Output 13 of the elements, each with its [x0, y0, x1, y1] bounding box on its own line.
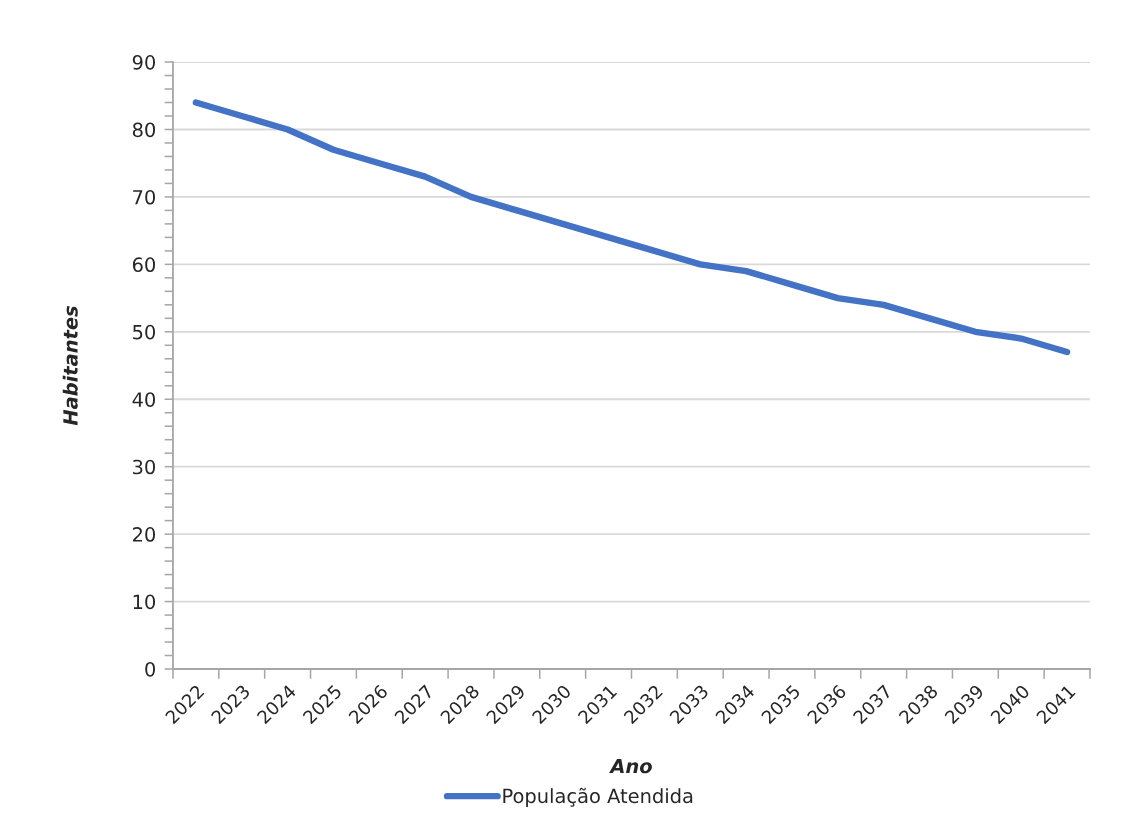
y-tick-label: 40 — [132, 392, 156, 407]
y-tick-label: 60 — [132, 257, 156, 273]
y-tick-label: 20 — [132, 527, 156, 542]
y-axis-title: Habitantes — [62, 306, 78, 426]
legend-label: População Atendida — [503, 787, 693, 807]
x-axis-title: Ano — [609, 758, 652, 774]
y-tick-label: 90 — [132, 55, 156, 70]
y-tick-label: 0 — [145, 661, 156, 677]
y-tick-label: 50 — [133, 324, 156, 340]
y-tick-label: 10 — [133, 594, 156, 610]
y-tick-label: 70 — [133, 189, 156, 205]
y-tick-label: 30 — [133, 459, 156, 475]
y-tick-label: 80 — [132, 122, 156, 138]
